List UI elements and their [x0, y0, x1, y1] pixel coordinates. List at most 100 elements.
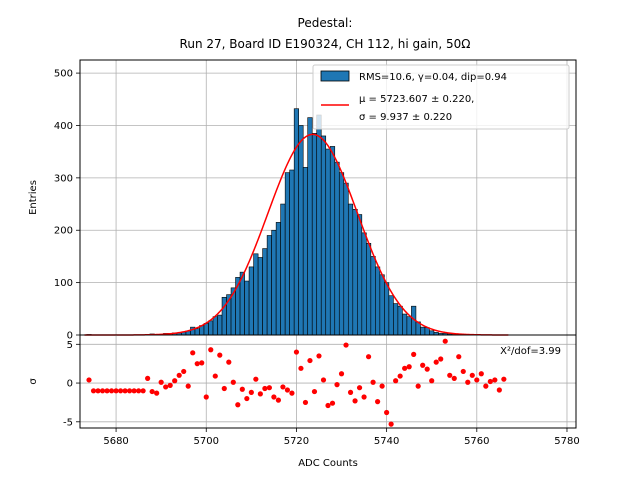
histogram-bar	[194, 328, 200, 336]
histogram-bar	[347, 203, 354, 336]
histogram-bar	[221, 296, 227, 336]
legend-histogram-swatch	[320, 70, 350, 82]
residual-point	[289, 390, 295, 396]
histogram-y-tick-label: 200	[54, 226, 73, 237]
histogram-bar	[393, 303, 399, 336]
histogram-bar	[420, 326, 426, 336]
histogram-bar	[388, 295, 394, 336]
histogram-bar	[329, 146, 336, 336]
histogram-bar	[266, 235, 272, 336]
residual-point	[397, 373, 403, 379]
residual-point	[474, 377, 480, 383]
residual-point	[433, 359, 439, 365]
residual-point	[384, 409, 390, 416]
histogram-bar	[307, 117, 313, 336]
residual-point	[275, 397, 281, 403]
residual-point	[104, 388, 110, 394]
residual-point	[194, 361, 200, 367]
residual-point	[217, 352, 223, 358]
chi2-annotation: Χ²/dof=3.99	[500, 346, 561, 357]
residual-point	[429, 378, 435, 384]
histogram-bar	[366, 243, 372, 336]
residual-point	[451, 375, 457, 381]
residual-point	[361, 394, 367, 400]
histogram-bar	[361, 232, 367, 336]
residual-point	[163, 384, 169, 390]
residual-point	[365, 354, 372, 360]
histogram-bar	[320, 135, 327, 336]
residual-point	[154, 390, 160, 396]
residual-point	[266, 385, 272, 391]
residual-point	[393, 378, 399, 384]
residual-point	[302, 399, 309, 406]
histogram-bar	[257, 257, 263, 336]
histogram-bar	[429, 330, 435, 336]
residual-point	[239, 386, 245, 392]
residual-point	[311, 388, 318, 395]
histogram-bar	[262, 248, 268, 336]
histogram-bar	[406, 316, 412, 336]
x-tick-label: 5680	[103, 436, 128, 447]
residual-point	[235, 402, 241, 408]
histogram-y-tick-label: 0	[67, 331, 73, 342]
residual-point	[496, 387, 502, 393]
histogram-bar	[293, 108, 299, 336]
residual-point	[181, 368, 187, 375]
residual-point	[230, 379, 236, 385]
legend-box	[312, 64, 570, 130]
residual-point	[257, 391, 263, 397]
residual-point	[501, 376, 507, 382]
residual-point	[293, 349, 300, 355]
residual-point	[460, 368, 466, 375]
residual-point	[356, 385, 363, 391]
residual-point	[424, 366, 430, 372]
residual-point	[244, 395, 250, 402]
histogram-bar	[248, 266, 254, 336]
residual-point	[284, 387, 291, 393]
histogram-bar	[402, 313, 408, 336]
histogram-bar	[217, 314, 223, 336]
histogram-bar	[397, 305, 403, 336]
residual-point	[262, 385, 268, 392]
x-tick-label: 5760	[464, 436, 489, 447]
histogram-bar	[375, 266, 381, 336]
residual-point	[167, 382, 173, 388]
histogram-bar	[271, 229, 277, 336]
histogram-bar	[384, 282, 390, 336]
residual-point	[127, 388, 133, 394]
residual-point	[145, 375, 151, 381]
legend: RMS=10.6, γ=0.04, dip=0.94 μ = 5723.607 …	[312, 64, 570, 130]
residuals-y-tick-label: -5	[63, 417, 73, 428]
residual-point	[415, 383, 421, 389]
residual-point	[90, 388, 97, 394]
residual-point	[280, 384, 286, 390]
residual-point	[253, 376, 259, 382]
histogram-bar	[379, 274, 385, 336]
residuals-panel: -505 5680 5700 5720 5740 5760 5780 σ ADC Coun…	[28, 334, 580, 469]
legend-histogram-label: RMS=10.6, γ=0.04, dip=0.94	[359, 72, 507, 83]
residual-point	[131, 388, 137, 394]
residual-point	[343, 342, 349, 348]
residuals-points	[86, 338, 507, 427]
residual-point	[176, 372, 182, 378]
residual-point	[456, 354, 462, 360]
residual-point	[411, 351, 417, 357]
residual-point	[108, 388, 115, 394]
residual-point	[117, 388, 124, 394]
residual-point	[248, 389, 254, 395]
histogram-bar	[338, 172, 345, 336]
histogram-bar	[208, 320, 214, 336]
histogram-bar	[244, 280, 250, 336]
histogram-bar	[298, 125, 304, 336]
residual-point	[406, 364, 412, 370]
residual-point	[221, 385, 227, 392]
residual-point	[298, 365, 304, 371]
residual-point	[492, 377, 498, 383]
residuals-y-tick-label: 0	[67, 379, 73, 390]
histogram-bar	[302, 167, 309, 336]
residuals-y-axis-label: σ	[28, 378, 39, 385]
residual-point	[158, 379, 164, 385]
legend-fit-label-mu: μ = 5723.607 ± 0.220,	[359, 94, 474, 105]
residual-point	[447, 372, 453, 378]
